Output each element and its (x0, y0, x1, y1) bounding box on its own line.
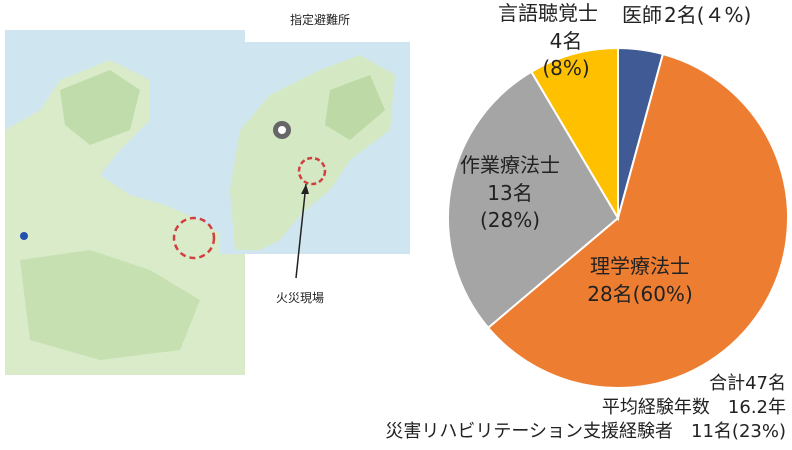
slice-category: 言語聴覚士 (498, 1, 598, 25)
slice-category: 作業療法士 (460, 153, 560, 177)
fire-label: 火災現場 (276, 291, 324, 305)
marker (20, 232, 28, 240)
summary-note: 平均経験年数 16.2年 (602, 397, 786, 418)
shelter-label: 指定避難所 (290, 12, 350, 27)
summary-note: 合計47名 (709, 373, 786, 394)
slice-value-label: 2名(４%) (664, 3, 751, 27)
slice-value-label: 28名(60%) (587, 282, 693, 306)
slide: 指定避難所 火災現場 医師2名(４%)理学療法士28名(60%)作業療法士13名… (0, 0, 792, 450)
right-map (220, 42, 410, 278)
slice-category: 医師 (622, 3, 662, 27)
page: 指定避難所 火災現場 医師2名(４%)理学療法士28名(60%)作業療法士13名… (0, 0, 792, 450)
left-map (5, 30, 245, 375)
slice-category: 理学療法士 (590, 254, 690, 278)
summary-note: 災害リハビリテーション支援経験者 11名(23%) (385, 421, 786, 442)
shelter-marker (278, 126, 286, 134)
